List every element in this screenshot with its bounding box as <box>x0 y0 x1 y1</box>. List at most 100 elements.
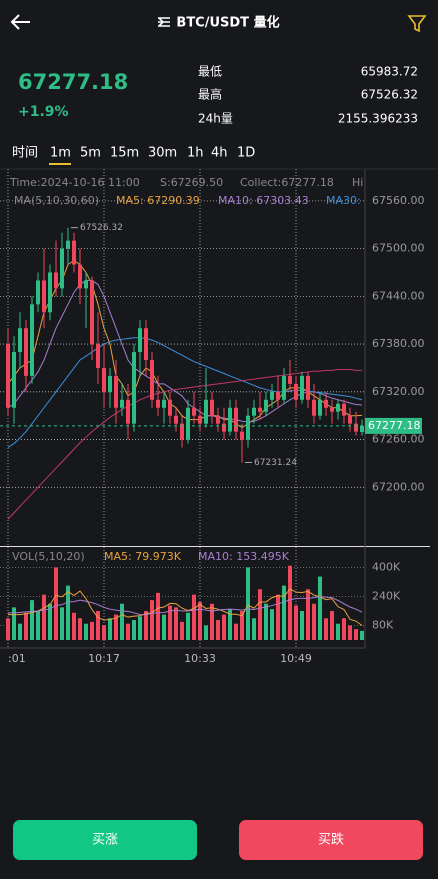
volume-bar <box>12 607 16 640</box>
candle-body <box>300 375 304 400</box>
min-label: 67231.24 <box>254 458 297 468</box>
sell-button-bg <box>239 820 423 860</box>
volume-bar <box>6 618 10 640</box>
candle-body <box>336 403 340 412</box>
ma-line <box>8 595 363 616</box>
volume-bar <box>48 603 52 640</box>
candle-body <box>138 328 142 353</box>
candle-body <box>90 280 94 345</box>
candle-body <box>30 304 34 376</box>
volume-bar <box>114 614 118 640</box>
volume-bar <box>240 611 244 640</box>
candle-body <box>18 328 22 353</box>
volume-bar <box>204 625 208 640</box>
candle-body <box>294 383 298 400</box>
current-price-box <box>365 417 422 434</box>
timeframe-tab[interactable]: 4h <box>211 146 228 161</box>
candle-body <box>264 399 268 412</box>
y-tick-label: 67560.00 <box>372 194 425 207</box>
volume-bar <box>66 585 70 640</box>
candle-body <box>342 403 346 416</box>
candle-body <box>60 248 64 289</box>
volume-bar <box>150 600 154 640</box>
candle-body <box>84 280 88 289</box>
candle-body <box>24 328 28 376</box>
ma-legend: MA5: 67290.39 <box>116 194 200 207</box>
volume-bar <box>84 623 88 640</box>
volume-bar <box>138 616 142 640</box>
volume-bar <box>168 605 172 640</box>
sell-button[interactable]: 买跌 <box>239 820 423 860</box>
volume-bar <box>288 565 292 640</box>
stat-value: 2155.396233 <box>338 112 418 126</box>
volume-bar <box>210 603 214 640</box>
x-tick-label: :01 <box>8 652 26 665</box>
back-icon <box>10 14 30 30</box>
candle-body <box>324 399 328 408</box>
candle-body <box>234 407 238 432</box>
candle-body <box>276 391 280 400</box>
candle-body <box>168 399 172 416</box>
timeframe-tab[interactable]: 1D <box>237 146 255 161</box>
y-tick-label: 67440.00 <box>372 289 425 302</box>
volume-bar <box>270 609 274 640</box>
candle-body <box>150 360 154 400</box>
timeframe-tab[interactable]: 15m <box>110 146 139 161</box>
timeframe-tab[interactable]: 时间 <box>12 146 38 161</box>
candle-body <box>222 423 226 432</box>
candle-body <box>6 344 10 408</box>
back-button[interactable] <box>10 14 30 30</box>
y-tick-label: 67320.00 <box>372 385 425 398</box>
volume-bar <box>324 618 328 640</box>
candle-body <box>144 328 148 360</box>
candle-body <box>210 399 214 416</box>
volume-bar <box>294 605 298 640</box>
volume-bar <box>132 620 136 640</box>
vol-tick-label: 400K <box>372 561 401 574</box>
stat-value: 65983.72 <box>361 65 418 79</box>
candle-body <box>36 280 40 305</box>
candle-body <box>180 423 184 440</box>
candle-body <box>330 407 334 412</box>
candle-body <box>354 423 358 432</box>
volume-bar <box>18 623 22 640</box>
candle-body <box>198 415 202 424</box>
stat-label: 最高 <box>198 87 222 102</box>
volume-bar <box>162 614 166 640</box>
info-text: Collect:67277.18 <box>240 176 334 189</box>
candle-body <box>42 280 46 313</box>
vol-tick-label: 240K <box>372 590 401 603</box>
volume-bar <box>30 600 34 640</box>
x-tick-label: 10:17 <box>88 652 120 665</box>
volume-bar <box>264 603 268 640</box>
y-tick-label: 67260.00 <box>372 433 425 446</box>
filter-icon[interactable] <box>407 15 427 33</box>
timeframe-tab[interactable]: 30m <box>148 146 177 161</box>
candle-body <box>312 399 316 416</box>
volume-bar <box>96 611 100 640</box>
volume-bar <box>108 618 112 640</box>
stat-label: 最低 <box>198 65 222 79</box>
volume-bar <box>192 594 196 640</box>
stat-label: 24h量 <box>198 112 233 126</box>
timeframe-tab[interactable]: 1h <box>187 146 204 161</box>
sell-label: 买跌 <box>318 832 344 848</box>
current-price-label: 67277.18 <box>368 419 421 432</box>
candle-body <box>126 399 130 424</box>
volume-bar <box>24 612 28 640</box>
ma-legend: MA10: 67303.43 <box>218 194 309 207</box>
volume-bar <box>258 589 262 640</box>
candle-body <box>204 399 208 424</box>
candle-body <box>246 415 250 440</box>
buy-button[interactable]: 买涨 <box>13 820 197 860</box>
candle-body <box>270 391 274 400</box>
volume-bar <box>318 576 322 640</box>
timeframe-tab[interactable]: 1m <box>50 146 71 161</box>
timeframe-tab[interactable]: 5m <box>80 146 101 161</box>
volume-bar <box>156 592 160 640</box>
volume-bar <box>180 621 184 640</box>
volume-bar <box>300 611 304 640</box>
candle-body <box>132 352 136 424</box>
volume-bar <box>174 607 178 640</box>
